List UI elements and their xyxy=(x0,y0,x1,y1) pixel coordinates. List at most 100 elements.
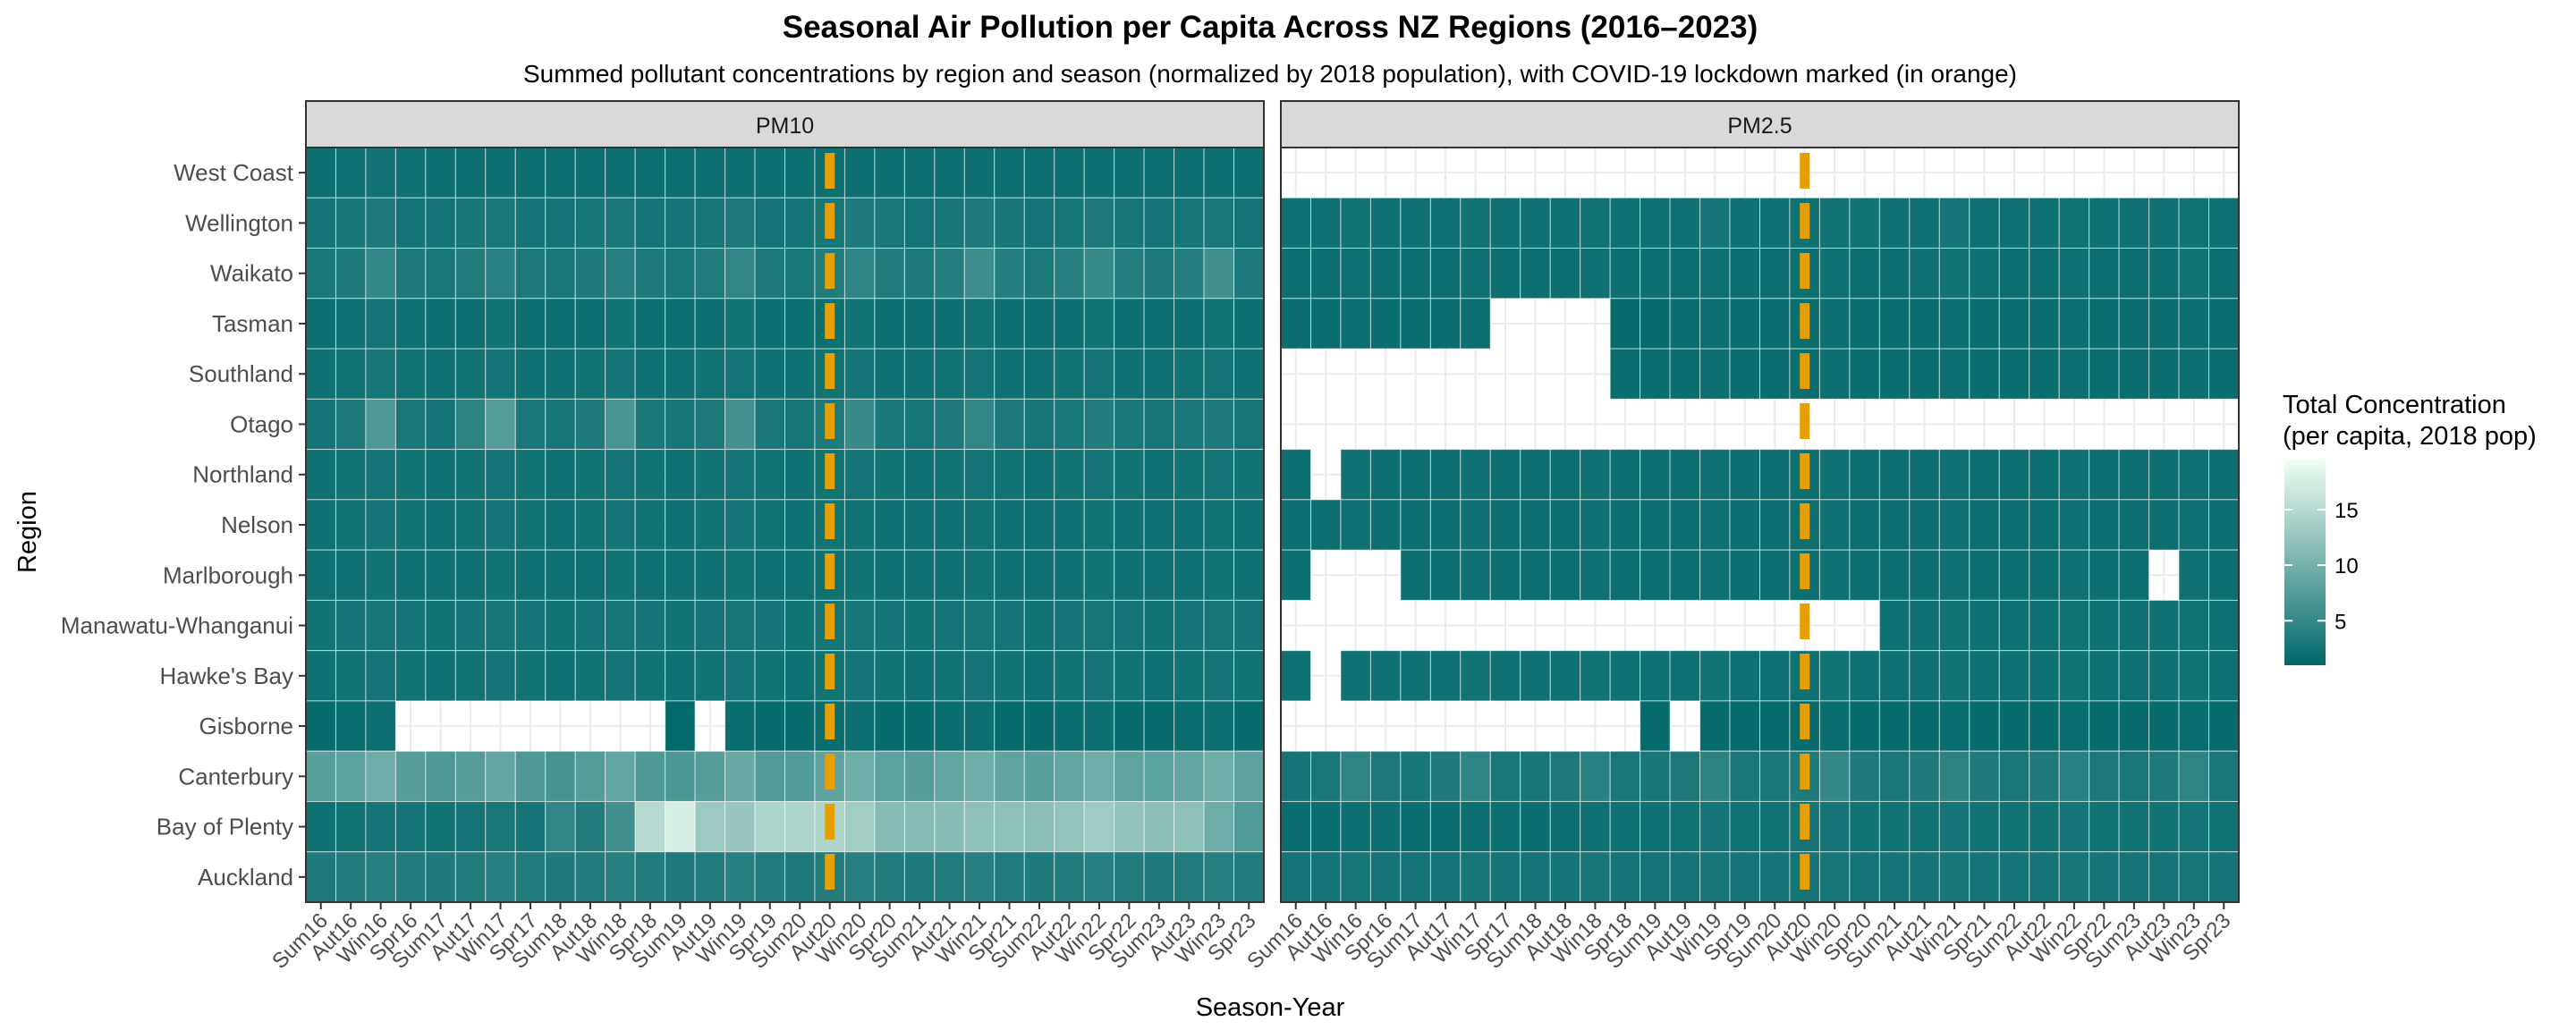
heatmap-cell xyxy=(485,599,516,652)
heatmap-cell xyxy=(1699,750,1731,802)
heatmap-cell xyxy=(1938,499,1970,551)
heatmap-cell xyxy=(1023,298,1055,350)
heatmap-cell xyxy=(1203,851,1235,903)
heatmap-cell xyxy=(1489,800,1521,853)
heatmap-cell xyxy=(2148,800,2180,853)
heatmap-cell xyxy=(1998,700,2030,752)
heatmap-cell xyxy=(1969,650,2000,702)
heatmap-cell xyxy=(1340,800,1371,853)
heatmap-cell xyxy=(1969,851,2000,903)
heatmap-cell xyxy=(1143,298,1175,350)
heatmap-cell xyxy=(2058,298,2090,350)
heatmap-cell xyxy=(994,298,1025,350)
heatmap-cell xyxy=(634,750,666,802)
heatmap-cell xyxy=(784,398,816,451)
heatmap-cell xyxy=(335,499,367,551)
heatmap-cell xyxy=(934,197,965,249)
heatmap-cell xyxy=(1023,549,1055,601)
heatmap-cell xyxy=(1520,650,1551,702)
heatmap-cell xyxy=(1909,298,1940,350)
heatmap-cell xyxy=(1699,499,1731,551)
heatmap-cell xyxy=(1023,851,1055,903)
heatmap-cell xyxy=(1729,549,1760,601)
heatmap-cell xyxy=(2178,499,2210,551)
heatmap-cell xyxy=(1143,147,1175,198)
heatmap-cell xyxy=(454,348,487,400)
heatmap-cell xyxy=(365,398,396,451)
heatmap-cell xyxy=(1369,197,1402,249)
heatmap-cell xyxy=(1400,800,1431,853)
heatmap-cell xyxy=(1699,700,1731,752)
heatmap-cell xyxy=(2089,248,2120,300)
heatmap-cell xyxy=(605,599,636,652)
heatmap-cell xyxy=(903,800,936,853)
heatmap-cell xyxy=(1878,650,1911,702)
heatmap-cell xyxy=(784,700,816,752)
heatmap-cell xyxy=(934,398,965,451)
heatmap-cell xyxy=(1280,248,1311,300)
heatmap-cell xyxy=(994,851,1025,903)
heatmap-cell xyxy=(1969,700,2000,752)
heatmap-cell xyxy=(963,248,996,300)
heatmap-cell xyxy=(1233,700,1265,752)
heatmap-cell xyxy=(843,700,876,752)
heatmap-cell xyxy=(874,599,905,652)
heatmap-cell xyxy=(1083,499,1115,551)
heatmap-cell xyxy=(1640,549,1671,601)
heatmap-cell xyxy=(1203,197,1235,249)
heatmap-cell xyxy=(1174,147,1205,198)
heatmap-cell xyxy=(903,398,936,451)
heatmap-cell xyxy=(784,851,816,903)
heatmap-cell xyxy=(874,851,905,903)
heatmap-cell xyxy=(365,348,396,400)
heatmap-cell xyxy=(1938,449,1970,501)
heatmap-cell xyxy=(605,197,636,249)
heatmap-cell xyxy=(2058,599,2090,652)
heatmap-cell xyxy=(1520,750,1551,802)
heatmap-cell xyxy=(1114,499,1145,551)
heatmap-cell xyxy=(1609,298,1641,350)
heatmap-cell xyxy=(665,800,696,853)
heatmap-cell xyxy=(1849,197,1880,249)
heatmap-cell xyxy=(1233,800,1265,853)
heatmap-cell xyxy=(1023,750,1055,802)
heatmap-cell xyxy=(2178,348,2210,400)
heatmap-cell xyxy=(694,650,726,702)
heatmap-cell xyxy=(1233,750,1265,802)
heatmap-cell xyxy=(694,248,726,300)
heatmap-cell xyxy=(843,851,876,903)
heatmap-cell xyxy=(1818,248,1851,300)
heatmap-cell xyxy=(1054,800,1085,853)
heatmap-cell xyxy=(2148,248,2180,300)
heatmap-cell xyxy=(963,800,996,853)
heatmap-cell xyxy=(2118,197,2150,249)
heatmap-cell xyxy=(2029,248,2060,300)
heatmap-cell xyxy=(1233,398,1265,451)
heatmap-cell xyxy=(1280,800,1311,853)
heatmap-cell xyxy=(634,449,666,501)
heatmap-cell xyxy=(454,248,487,300)
heatmap-cell xyxy=(754,147,785,198)
heatmap-cell xyxy=(754,499,785,551)
heatmap-cell xyxy=(903,650,936,702)
heatmap-cell xyxy=(514,499,547,551)
heatmap-cell xyxy=(754,851,785,903)
heatmap-cell xyxy=(574,298,606,350)
heatmap-cell xyxy=(874,398,905,451)
heatmap-cell xyxy=(1114,248,1145,300)
heatmap-cell xyxy=(754,800,785,853)
heatmap-cell xyxy=(1909,348,1940,400)
heatmap-cell xyxy=(1174,549,1205,601)
heatmap-cell xyxy=(1699,197,1731,249)
heatmap-cell xyxy=(634,499,666,551)
heatmap-cell xyxy=(1520,800,1551,853)
heatmap-cell xyxy=(514,348,547,400)
heatmap-cell xyxy=(1340,750,1371,802)
heatmap-cell xyxy=(665,599,696,652)
heatmap-cell xyxy=(2118,298,2150,350)
heatmap-cell xyxy=(514,800,547,853)
heatmap-cell xyxy=(545,248,576,300)
heatmap-cell xyxy=(634,650,666,702)
heatmap-cell xyxy=(514,851,547,903)
